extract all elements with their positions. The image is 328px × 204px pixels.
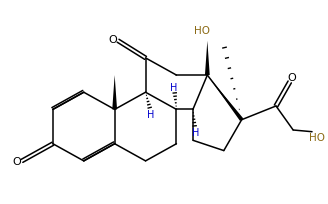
Text: O: O xyxy=(287,73,296,83)
Text: H: H xyxy=(192,127,199,137)
Text: HO: HO xyxy=(309,132,325,142)
Polygon shape xyxy=(112,76,117,110)
Polygon shape xyxy=(207,76,243,121)
Text: O: O xyxy=(12,156,21,166)
Text: HO: HO xyxy=(194,26,210,35)
Text: O: O xyxy=(108,35,117,45)
Text: H: H xyxy=(170,83,178,93)
Polygon shape xyxy=(205,42,210,76)
Text: H: H xyxy=(147,109,154,119)
